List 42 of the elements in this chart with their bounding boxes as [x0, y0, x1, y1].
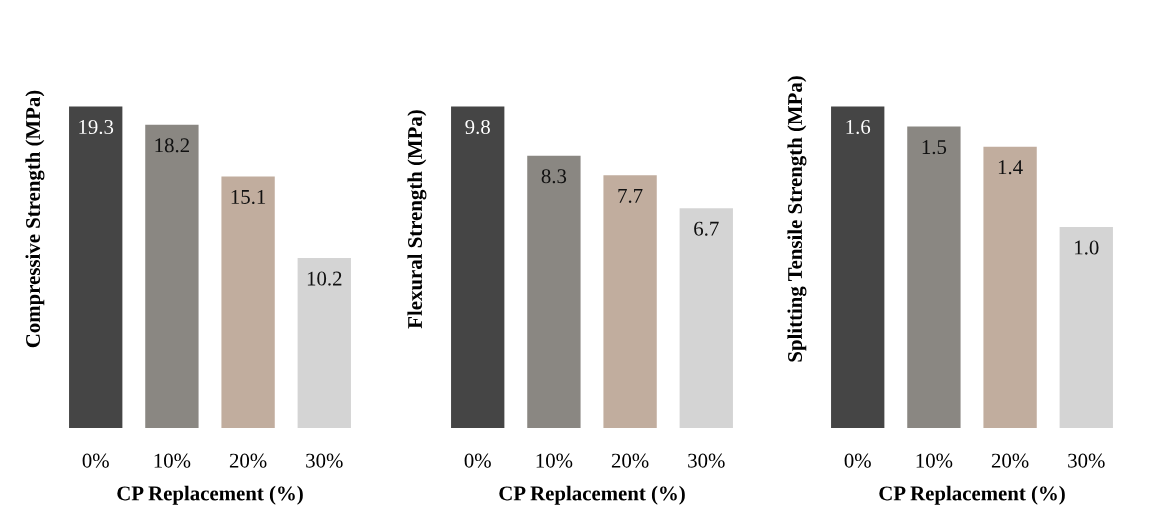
bar [831, 106, 885, 428]
data-label: 7.7 [618, 189, 643, 203]
data-label: 1.6 [846, 119, 871, 135]
bar [983, 146, 1037, 428]
bar [1059, 227, 1113, 428]
bar [145, 124, 199, 428]
bar [297, 258, 351, 428]
x-axis-title: CP Replacement (%) [879, 485, 1065, 505]
x-tick-label: 10% [154, 453, 191, 468]
x-axis-title: CP Replacement (%) [117, 485, 303, 505]
y-axis-title: Splitting Tensile Strength (MPa) [787, 76, 807, 362]
data-label: 10.2 [307, 271, 342, 286]
x-tick-label: 30% [306, 453, 343, 468]
data-label: 15.1 [231, 190, 266, 205]
bar [603, 175, 657, 428]
y-axis-title: Flexural Strength (MPa) [407, 110, 427, 329]
bar [907, 126, 961, 428]
bar [221, 176, 275, 428]
x-tick-label: 10% [536, 453, 573, 468]
x-tick-label: 10% [916, 453, 953, 468]
x-tick-label: 20% [229, 453, 267, 468]
x-tick-label: 30% [688, 453, 725, 468]
x-tick-label: 20% [611, 453, 649, 468]
data-label: 1.4 [998, 160, 1023, 175]
bar [679, 208, 733, 428]
x-axis-title: CP Replacement (%) [499, 485, 685, 505]
bar [527, 155, 581, 428]
data-label: 1.0 [1075, 240, 1099, 255]
data-label: 6.7 [694, 221, 719, 236]
data-label: 18.2 [155, 138, 189, 153]
bar [69, 106, 123, 428]
data-label: 8.3 [541, 169, 567, 184]
x-tick-label: 0% [464, 453, 491, 468]
x-tick-label: 30% [1068, 453, 1105, 468]
data-label: 1.5 [922, 140, 947, 155]
y-axis-title: Compressive Strength (MPa) [25, 90, 45, 348]
x-tick-label: 0% [82, 453, 109, 468]
bar [451, 106, 505, 428]
data-label: 19.3 [79, 119, 114, 135]
x-tick-label: 0% [844, 453, 871, 468]
x-tick-label: 20% [991, 453, 1029, 468]
data-label: 9.8 [465, 119, 490, 135]
